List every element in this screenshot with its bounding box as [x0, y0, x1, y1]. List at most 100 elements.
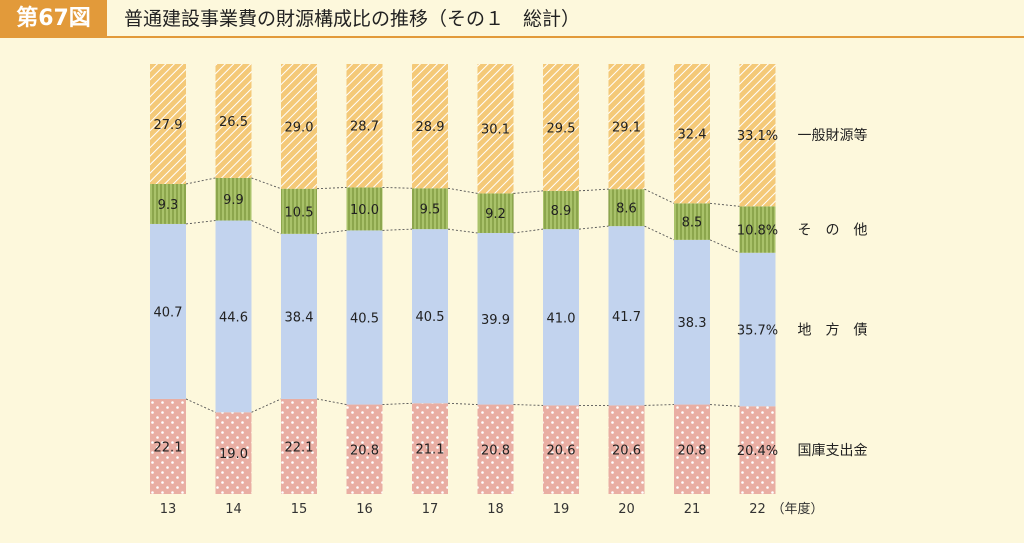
treasury-segment [346, 404, 383, 494]
x-tick-label: 14 [225, 502, 242, 517]
other-segment [739, 206, 776, 253]
treasury-segment [674, 404, 710, 494]
connector-line [316, 229, 347, 235]
other-value-label: 10.5 [285, 205, 314, 220]
x-tick-label: 16 [356, 502, 373, 517]
treasury-value-label: 22.1 [285, 440, 314, 455]
x-tick-label: 22 [749, 502, 766, 517]
treasury-value-label: 20.8 [678, 443, 707, 458]
legend: 国庫支出金 地 方 債 そ の 他 一般財源等 [798, 127, 868, 459]
local-bond-segment [215, 220, 252, 413]
other-value-label: 9.5 [420, 203, 441, 218]
treasury-value-label: 20.6 [547, 444, 576, 459]
connector-line [382, 402, 413, 406]
general-segment [346, 64, 383, 188]
general-value-label: 29.0 [285, 120, 314, 135]
local-bond-value-label: 40.5 [350, 311, 379, 326]
local-bond-segment [346, 230, 383, 405]
general-value-label: 27.9 [154, 118, 183, 133]
connector-line [382, 186, 413, 189]
general-value-label: 28.7 [350, 120, 379, 135]
other-value-label: 8.5 [682, 216, 703, 231]
general-value-label: 33.1% [737, 129, 778, 144]
general-segment [281, 64, 317, 189]
general-segment [150, 64, 186, 184]
x-tick-label: 18 [487, 502, 504, 517]
x-axis-unit: （年度） [772, 501, 824, 517]
legend-local-bond: 地 方 債 [798, 323, 868, 339]
local-bond-segment [674, 239, 710, 405]
connector-line [644, 188, 675, 204]
header-divider [0, 36, 1024, 38]
treasury-segment [543, 405, 579, 494]
legend-general: 一般財源等 [798, 127, 868, 144]
general-value-label: 32.4 [678, 128, 707, 143]
x-tick-label: 15 [291, 502, 308, 517]
treasury-segment [739, 406, 776, 494]
connector-line [447, 187, 478, 194]
x-tick-label: 17 [422, 502, 439, 517]
local-bond-segment [477, 232, 514, 405]
other-value-label: 8.9 [551, 204, 572, 219]
other-segment [412, 188, 448, 230]
x-tick-label: 20 [618, 502, 635, 517]
local-bond-segment [150, 223, 186, 399]
treasury-value-label: 20.6 [612, 444, 641, 459]
other-value-label: 10.0 [350, 203, 379, 218]
other-segment [477, 193, 514, 233]
general-value-label: 30.1 [481, 123, 510, 138]
general-value-label: 26.5 [219, 115, 248, 130]
local-bond-value-label: 40.5 [416, 310, 445, 325]
connector-line [709, 239, 740, 254]
connector-line [251, 177, 282, 190]
other-value-label: 9.9 [223, 193, 244, 208]
figure-title: 普通建設事業費の財源構成比の推移（その１ 総計） [124, 8, 581, 30]
connector-line [251, 220, 282, 235]
connector-line [185, 177, 216, 185]
treasury-segment [215, 412, 252, 494]
connector-line [447, 402, 478, 406]
other-segment [215, 177, 252, 221]
treasury-segment [608, 405, 645, 494]
other-segment [346, 187, 383, 231]
connector-line [447, 228, 478, 234]
local-bond-segment [739, 252, 776, 407]
connector-line [709, 404, 740, 407]
treasury-value-label: 20.8 [350, 443, 379, 458]
general-segment [543, 64, 579, 191]
other-segment [281, 188, 317, 234]
local-bond-value-label: 39.9 [481, 313, 510, 328]
other-value-label: 8.6 [616, 202, 637, 217]
other-segment [150, 183, 186, 224]
local-bond-segment [412, 229, 448, 404]
bars-group [150, 64, 776, 494]
general-segment [674, 64, 710, 204]
general-segment [412, 64, 448, 189]
local-bond-segment [608, 226, 645, 406]
local-bond-value-label: 41.7 [612, 310, 641, 325]
connector-line [316, 186, 347, 190]
general-value-label: 28.9 [416, 120, 445, 135]
general-value-label: 29.1 [612, 121, 641, 136]
other-segment [543, 190, 579, 230]
connector-line [513, 190, 544, 194]
connector-lines [185, 177, 740, 413]
general-value-label: 29.5 [547, 121, 576, 136]
other-value-label: 10.8% [737, 224, 778, 239]
local-bond-value-label: 40.7 [154, 305, 183, 320]
local-bond-value-label: 44.6 [219, 310, 248, 325]
connector-line [644, 225, 675, 241]
x-tick-label: 21 [684, 502, 701, 517]
connector-line [644, 404, 675, 406]
treasury-value-label: 19.0 [219, 447, 248, 462]
connector-line [382, 228, 413, 231]
treasury-value-label: 20.8 [481, 443, 510, 458]
general-segment [215, 64, 252, 178]
value-labels: 22.1 40.7 9.3 27.9 19.0 44.6 9.9 26.5 22.1 38.4 10… [154, 115, 779, 462]
general-segment [739, 64, 776, 207]
treasury-segment [281, 398, 317, 494]
other-value-label: 9.3 [158, 198, 179, 213]
local-bond-value-label: 41.0 [547, 311, 576, 326]
treasury-segment [477, 404, 514, 494]
